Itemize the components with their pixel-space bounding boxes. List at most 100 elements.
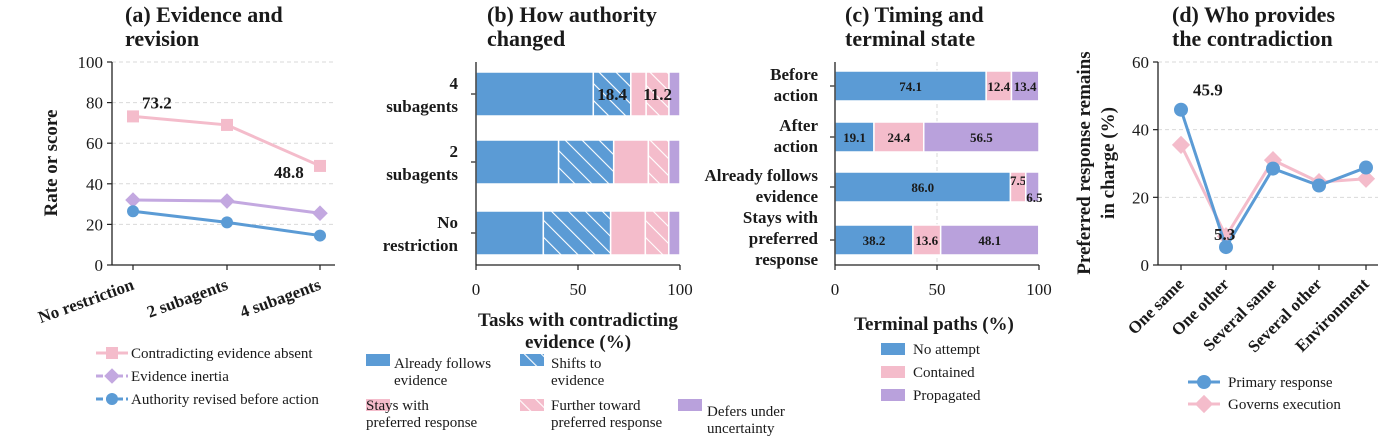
y-tick-label: 60 — [86, 134, 103, 153]
x-axis-label: Terminal paths (%) — [854, 314, 1014, 335]
bar-hatch — [646, 72, 669, 116]
y-tick-label: 0 — [1141, 256, 1150, 275]
legend-label-line: Further toward — [551, 398, 641, 414]
x-tick-label: No restriction — [36, 275, 137, 327]
legend-hatch — [520, 399, 544, 411]
panel-title: revision — [125, 26, 199, 51]
x-tick-label: 4 subagents — [237, 275, 323, 322]
data-point — [221, 216, 233, 229]
x-tick-label: 0 — [831, 280, 840, 299]
legend-swatch — [366, 354, 390, 366]
y-tick-label: 0 — [95, 256, 104, 275]
category-label: 4 — [450, 74, 459, 93]
legend-label: Authority revised before action — [131, 392, 319, 408]
bar-segment — [985, 70, 1013, 102]
bar-segment — [668, 139, 681, 185]
x-tick-label: 100 — [1026, 280, 1052, 299]
panel-title: (c) Timing and — [845, 2, 984, 27]
bar-hatch — [543, 211, 611, 255]
legend-label-line: preferred response — [551, 415, 663, 431]
y-tick-label: 20 — [86, 215, 103, 234]
y-tick-label: 80 — [86, 94, 103, 113]
legend-hatch — [520, 354, 544, 366]
legend-swatch — [366, 399, 390, 411]
category-label: No — [437, 213, 458, 232]
panel-title: (d) Who provides — [1172, 2, 1335, 27]
legend-label: Propagated — [913, 388, 981, 404]
bar-label: 7.5 — [1010, 173, 1027, 188]
data-label: 5.3 — [1214, 225, 1235, 244]
data-point — [127, 110, 139, 123]
legend-label-line: evidence — [551, 373, 605, 389]
bar-segment — [912, 224, 942, 256]
category-label: Stays with — [743, 208, 819, 227]
x-tick-label: 50 — [929, 280, 946, 299]
legend-label: Already follows evidence — [394, 356, 491, 389]
data-label: 45.9 — [1193, 81, 1223, 100]
bar-label: 74.1 — [899, 79, 922, 94]
legend-label-line: Stays with — [366, 398, 429, 414]
legend-label-line: Shifts to — [551, 356, 601, 372]
category-label: action — [774, 137, 819, 156]
legend-swatch — [881, 343, 905, 355]
bar-label: 6.5 — [1026, 190, 1043, 205]
legend-label: Stays with preferred response — [366, 398, 478, 431]
data-point — [314, 229, 326, 242]
data-point — [1174, 102, 1188, 117]
bar-label: 13.6 — [915, 233, 938, 248]
panel-title: the contradiction — [1172, 26, 1333, 51]
panel-title: terminal state — [845, 26, 975, 51]
x-axis-label: evidence (%) — [525, 332, 631, 353]
category-label: action — [774, 86, 819, 105]
legend-marker — [1194, 394, 1214, 414]
bar-segment — [609, 210, 647, 256]
legend-marker — [104, 368, 120, 384]
category-label: restriction — [383, 236, 459, 255]
panel-title: (b) How authority — [487, 2, 657, 27]
bar-segment — [939, 224, 1040, 256]
legend-label-line: uncertainty — [707, 421, 775, 437]
bar-segment — [668, 210, 681, 256]
category-label: Already follows — [705, 166, 819, 185]
category-label: subagents — [386, 97, 458, 116]
series-line — [1179, 109, 1367, 251]
legend-label: Shifts to evidence — [551, 356, 605, 389]
category-label: evidence — [756, 187, 819, 206]
y-axis-label: Rate or score — [41, 110, 62, 217]
y-tick-label: 40 — [86, 175, 103, 194]
category-label: After — [779, 116, 818, 135]
data-point — [1312, 178, 1326, 193]
legend-label: Contradicting evidence absent — [131, 346, 313, 362]
legend-swatch — [678, 399, 702, 411]
data-point — [1216, 227, 1236, 246]
legend-label: No attempt — [913, 342, 981, 358]
bar-segment — [475, 139, 560, 185]
bar-segment — [834, 171, 1012, 203]
data-point — [127, 205, 139, 218]
data-point — [1219, 240, 1233, 255]
data-point — [1171, 135, 1191, 154]
data-label: 48.8 — [274, 163, 304, 182]
legend-label: Governs execution — [1228, 397, 1341, 413]
category-label: subagents — [386, 165, 458, 184]
bar-segment — [1010, 70, 1040, 102]
y-tick-label: 20 — [1132, 188, 1149, 207]
bar-label: 13.4 — [1014, 79, 1037, 94]
panel-title: (a) Evidence and — [125, 2, 283, 27]
bar-label: 56.5 — [970, 130, 993, 145]
category-label: 2 — [450, 142, 459, 161]
data-point — [1266, 161, 1280, 176]
legend-marker — [106, 393, 118, 405]
bar-label: 19.1 — [843, 130, 866, 145]
legend-swatch — [881, 389, 905, 401]
legend-label: Primary response — [1228, 375, 1333, 391]
legend-label: Further toward preferred response — [551, 398, 663, 431]
bar-label: 12.4 — [987, 79, 1010, 94]
legend-swatch — [881, 366, 905, 378]
bar-segment — [612, 139, 650, 185]
data-point — [219, 193, 235, 209]
data-point — [1263, 151, 1283, 170]
